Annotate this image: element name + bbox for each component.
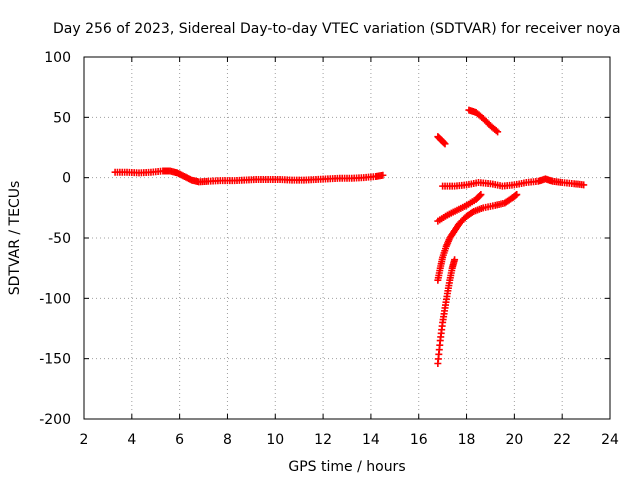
- chart-title: Day 256 of 2023, Sidereal Day-to-day VTE…: [53, 21, 621, 37]
- data-point: [379, 171, 387, 179]
- y-tick-label: -100: [39, 291, 71, 307]
- x-axis-label: GPS time / hours: [288, 459, 405, 475]
- series-arc-f: [434, 256, 459, 367]
- series-arc-d: [434, 191, 485, 225]
- x-tick-label: 8: [223, 432, 232, 448]
- x-tick-label: 4: [127, 432, 136, 448]
- y-tick-label: -200: [39, 412, 71, 428]
- y-tick-label: -150: [39, 352, 71, 368]
- data-point: [451, 256, 459, 264]
- series-arc-c: [439, 175, 588, 190]
- y-tick-label: 50: [53, 110, 71, 126]
- y-axis-label: SDTVAR / TECUs: [7, 181, 23, 296]
- x-tick-label: 16: [410, 432, 428, 448]
- x-tick-label: 10: [266, 432, 284, 448]
- data-point: [476, 192, 484, 200]
- data-points: [111, 106, 588, 367]
- x-tick-label: 2: [80, 432, 89, 448]
- x-tick-label: 22: [553, 432, 571, 448]
- y-tick-label: -50: [48, 231, 71, 247]
- y-tick-label: 100: [44, 50, 71, 66]
- y-tick-label: 0: [62, 171, 71, 187]
- series-main-arc: [111, 167, 387, 186]
- x-tick-label: 18: [458, 432, 476, 448]
- x-tick-label: 12: [314, 432, 332, 448]
- data-point: [513, 191, 521, 199]
- series-arc-a: [434, 133, 449, 148]
- data-point: [580, 181, 588, 189]
- series-arc-e: [434, 191, 521, 284]
- x-tick-label: 20: [505, 432, 523, 448]
- series-arc-b: [465, 106, 502, 136]
- x-tick-label: 6: [175, 432, 184, 448]
- axis-ticks: 2 4 6 8 10 12 14 16 18 20 22 24-200-150-100-5005010…: [39, 50, 619, 448]
- data-point: [441, 140, 449, 148]
- data-point: [494, 128, 502, 136]
- x-tick-label: 14: [362, 432, 380, 448]
- data-point: [492, 127, 500, 135]
- grid-lines: [84, 57, 610, 419]
- data-point: [477, 191, 485, 199]
- x-tick-label: 24: [601, 432, 619, 448]
